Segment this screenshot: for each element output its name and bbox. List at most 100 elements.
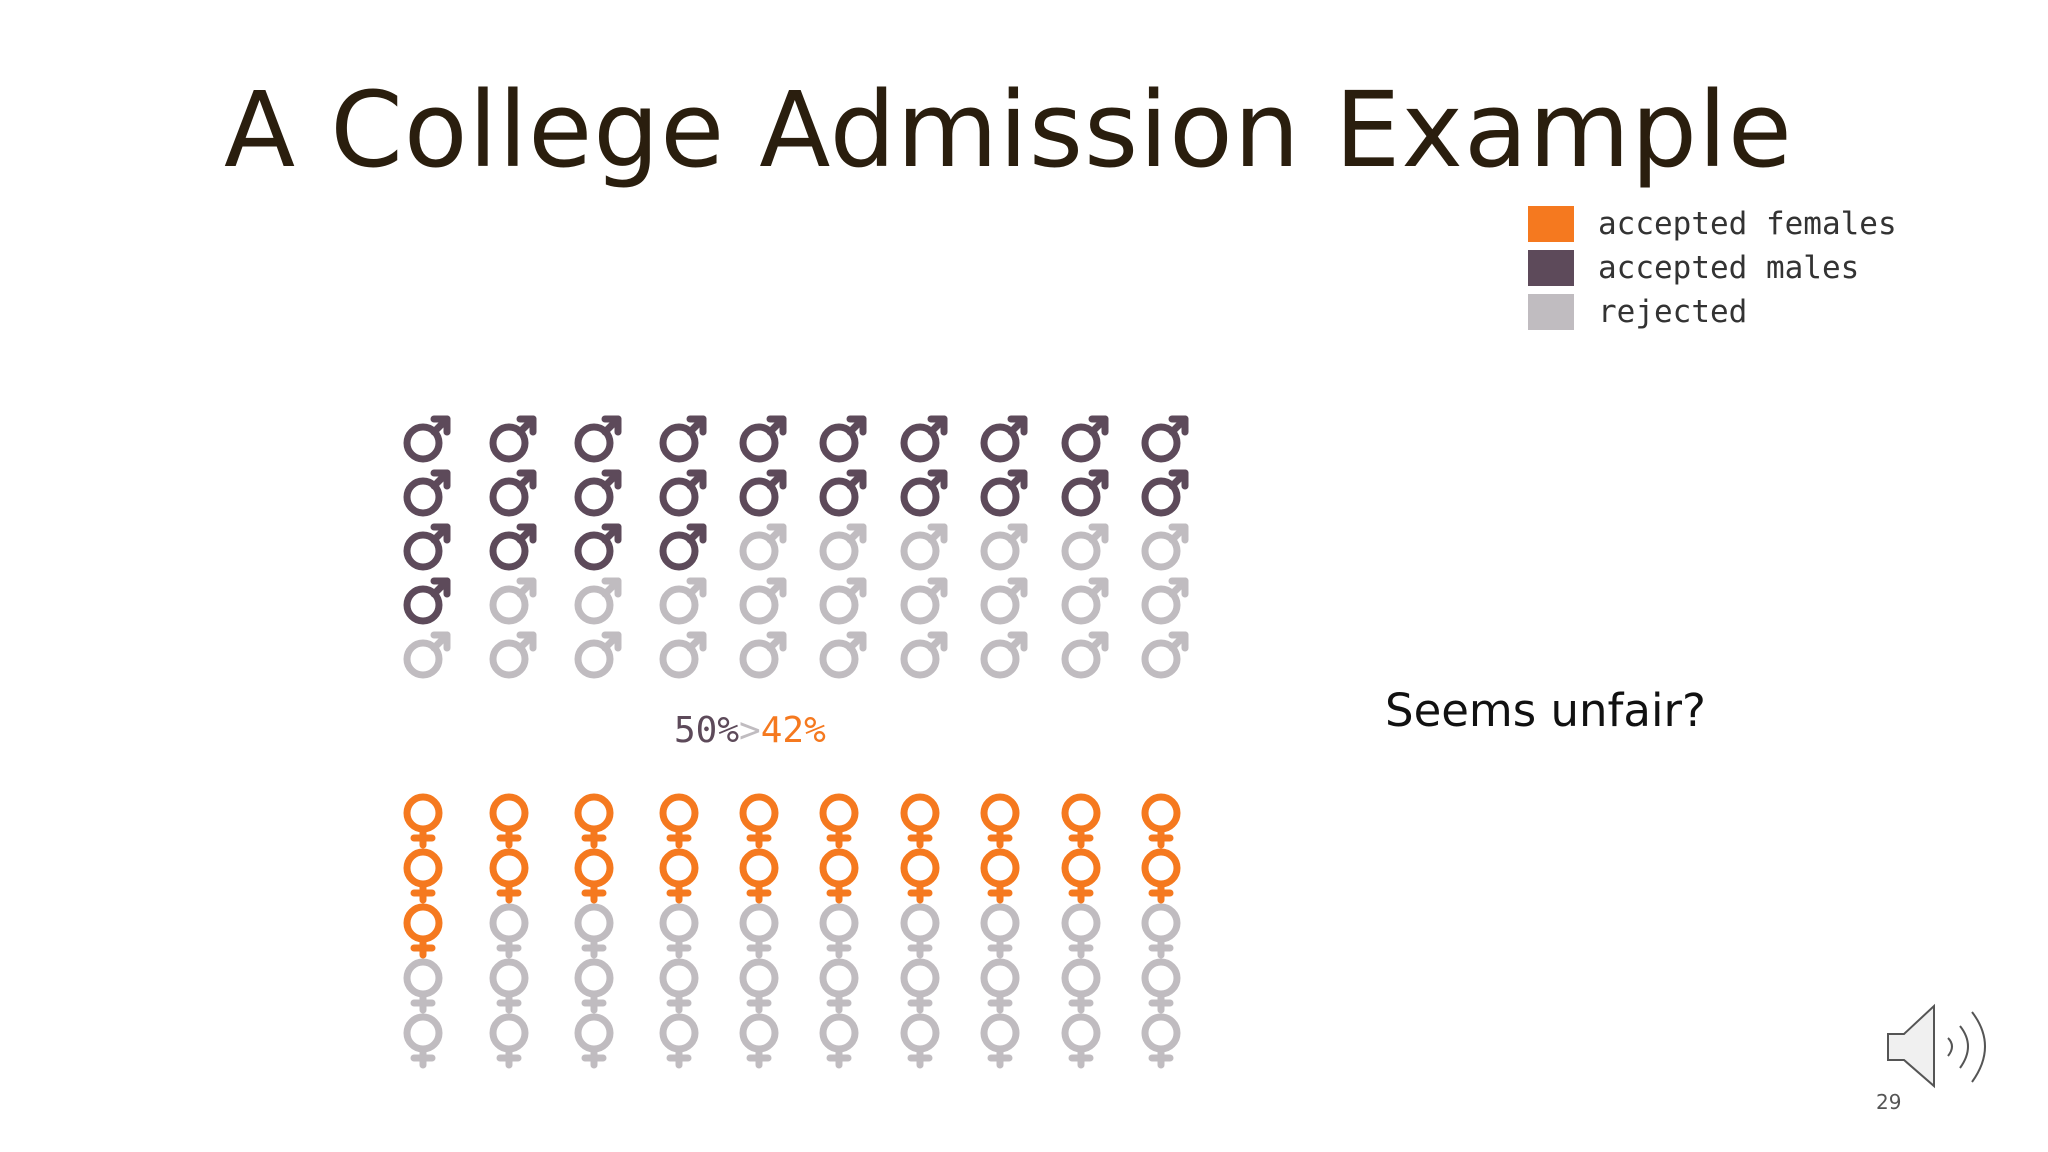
female-icon-accepted <box>1141 793 1181 849</box>
female-icon-accepted <box>489 793 529 849</box>
male-icon-rejected <box>1061 577 1109 625</box>
slide-number: 29 <box>1876 1090 1902 1114</box>
female-icon-accepted <box>900 793 940 849</box>
legend-label-accepted-males: accepted males <box>1598 250 1860 286</box>
female-icon-accepted <box>1141 848 1181 904</box>
male-icon-accepted <box>489 469 537 517</box>
legend-swatch-accepted-females <box>1528 206 1574 242</box>
female-icon-rejected <box>1141 903 1181 959</box>
female-icon-rejected <box>574 903 614 959</box>
female-icon-accepted <box>739 848 779 904</box>
female-icon-rejected <box>819 903 859 959</box>
male-icon-accepted <box>900 469 948 517</box>
legend-item-rejected: rejected <box>1528 290 1897 334</box>
female-icon-accepted <box>819 848 859 904</box>
female-icon-accepted <box>980 848 1020 904</box>
male-icon-rejected <box>819 577 867 625</box>
female-icon-accepted <box>403 848 443 904</box>
male-icon-rejected <box>739 631 787 679</box>
female-icon-rejected <box>980 1013 1020 1069</box>
female-icon-rejected <box>1061 903 1101 959</box>
male-icon-accepted <box>819 469 867 517</box>
female-icon-rejected <box>739 958 779 1014</box>
female-icon-rejected <box>980 903 1020 959</box>
male-icon-accepted <box>574 469 622 517</box>
female-icon-accepted <box>659 793 699 849</box>
male-icon-accepted <box>1141 469 1189 517</box>
male-icon-accepted <box>1061 469 1109 517</box>
male-icon-rejected <box>574 631 622 679</box>
female-icon-rejected <box>900 1013 940 1069</box>
slide-note: Seems unfair? <box>1385 684 1706 737</box>
male-icon-accepted <box>980 469 1028 517</box>
female-icon-rejected <box>659 1013 699 1069</box>
female-icon-rejected <box>489 958 529 1014</box>
female-icon-rejected <box>1061 1013 1101 1069</box>
male-icon-rejected <box>574 577 622 625</box>
female-icon-accepted <box>819 793 859 849</box>
male-acceptance-rate: 50% <box>674 710 740 751</box>
legend-item-accepted-females: accepted females <box>1528 202 1897 246</box>
male-icon-rejected <box>900 631 948 679</box>
male-icon-accepted <box>819 415 867 463</box>
legend-label-accepted-females: accepted females <box>1598 206 1897 242</box>
male-icon-rejected <box>900 523 948 571</box>
acceptance-rate-comparison: 50%>42% <box>674 710 826 751</box>
male-icon-rejected <box>403 631 451 679</box>
male-icon-rejected <box>1061 523 1109 571</box>
female-icon-accepted <box>403 793 443 849</box>
female-icon-rejected <box>739 1013 779 1069</box>
male-icon-accepted <box>403 523 451 571</box>
male-icon-rejected <box>819 523 867 571</box>
male-icon-accepted <box>659 469 707 517</box>
female-icon-rejected <box>403 958 443 1014</box>
male-icon-accepted <box>1061 415 1109 463</box>
male-icon-accepted <box>403 415 451 463</box>
male-icon-rejected <box>489 631 537 679</box>
female-icon-rejected <box>819 1013 859 1069</box>
male-icon-accepted <box>489 523 537 571</box>
speaker-volume-icon[interactable] <box>1882 998 2012 1098</box>
female-icon-rejected <box>1141 1013 1181 1069</box>
female-icon-accepted <box>1061 793 1101 849</box>
male-icon-rejected <box>819 631 867 679</box>
female-icon-rejected <box>574 1013 614 1069</box>
female-icon-accepted <box>659 848 699 904</box>
female-icon-rejected <box>900 903 940 959</box>
female-icon-rejected <box>659 958 699 1014</box>
legend-label-rejected: rejected <box>1598 294 1748 330</box>
male-icon-rejected <box>980 523 1028 571</box>
female-icon-accepted <box>900 848 940 904</box>
legend-item-accepted-males: accepted males <box>1528 246 1897 290</box>
male-icon-rejected <box>1061 631 1109 679</box>
female-icon-rejected <box>489 903 529 959</box>
male-icon-accepted <box>574 415 622 463</box>
male-icon-rejected <box>739 577 787 625</box>
male-icon-accepted <box>1141 415 1189 463</box>
legend-swatch-rejected <box>1528 294 1574 330</box>
male-icon-rejected <box>489 577 537 625</box>
female-icon-rejected <box>489 1013 529 1069</box>
male-icon-rejected <box>659 577 707 625</box>
male-icon-rejected <box>1141 523 1189 571</box>
female-icon-rejected <box>574 958 614 1014</box>
male-icon-accepted <box>980 415 1028 463</box>
female-icon-rejected <box>1061 958 1101 1014</box>
female-icon-accepted <box>739 793 779 849</box>
male-icon-accepted <box>403 469 451 517</box>
female-icon-rejected <box>403 1013 443 1069</box>
male-icon-rejected <box>980 577 1028 625</box>
female-icon-accepted <box>489 848 529 904</box>
male-icon-accepted <box>574 523 622 571</box>
male-icon-rejected <box>659 631 707 679</box>
greater-than-symbol: > <box>739 710 761 751</box>
female-acceptance-rate: 42% <box>760 710 826 751</box>
female-icon-accepted <box>403 903 443 959</box>
female-icon-rejected <box>739 903 779 959</box>
male-icon-accepted <box>739 469 787 517</box>
female-icon-rejected <box>819 958 859 1014</box>
male-icon-accepted <box>659 523 707 571</box>
male-icon-accepted <box>489 415 537 463</box>
